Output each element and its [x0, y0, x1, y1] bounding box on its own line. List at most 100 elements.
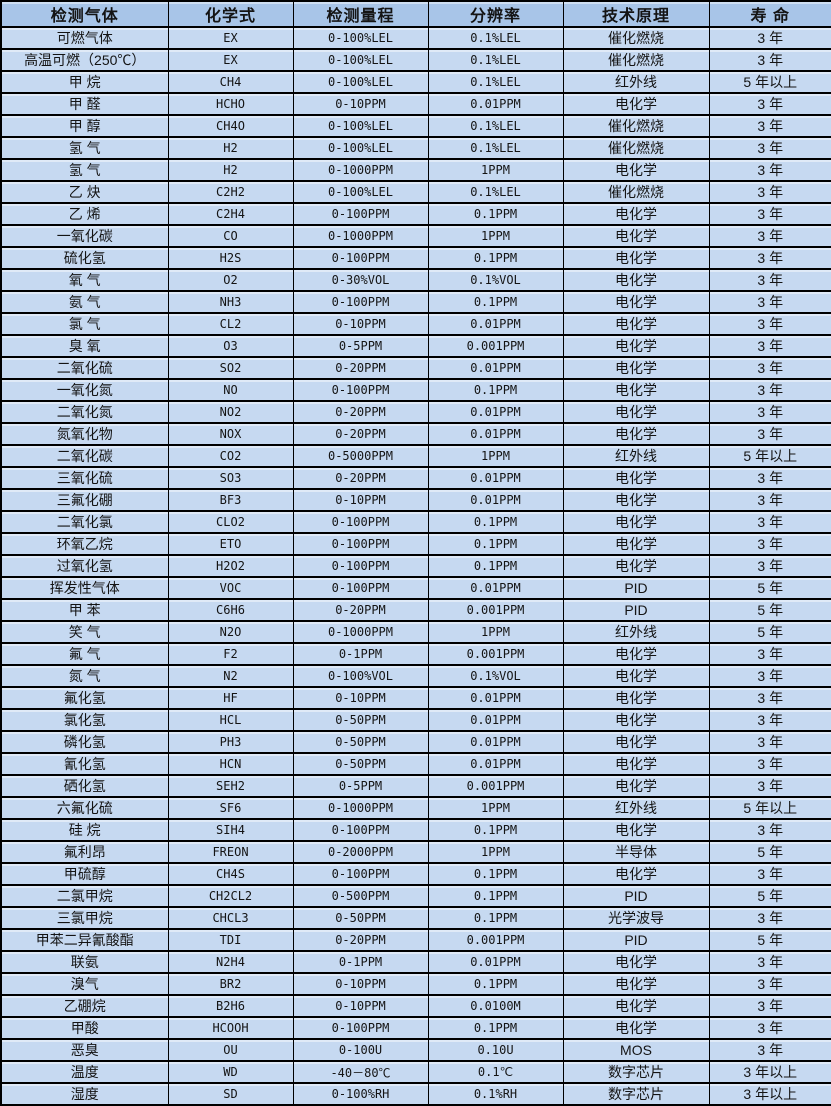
table-row: 硫化氢 H2S 0-100PPM 0.1PPM 电化学 3 年	[0, 246, 831, 270]
cell-resolution: 0.1PPM	[427, 532, 564, 556]
cell-principle: 红外线	[562, 620, 710, 644]
cell-lifespan: 3 年	[708, 356, 831, 380]
cell-resolution: 0.001PPM	[427, 334, 564, 358]
cell-gas: 一氧化氮	[0, 378, 169, 402]
cell-gas: 环氧乙烷	[0, 532, 169, 556]
cell-lifespan: 3 年	[708, 972, 831, 996]
cell-principle: 数字芯片	[562, 1060, 710, 1084]
table-row: 环氧乙烷 ETO 0-100PPM 0.1PPM 电化学 3 年	[0, 532, 831, 556]
table-row: 甲苯二异氰酸酯 TDI 0-20PPM 0.001PPM PID 5 年	[0, 928, 831, 952]
cell-range: 0-2000PPM	[292, 840, 429, 864]
table-row: 乙硼烷 B2H6 0-10PPM 0.0100M 电化学 3 年	[0, 994, 831, 1018]
cell-resolution: 0.10U	[427, 1038, 564, 1062]
cell-principle: 电化学	[562, 422, 710, 446]
cell-lifespan: 3 年	[708, 334, 831, 358]
cell-formula: HCN	[167, 752, 294, 776]
cell-resolution: 0.1PPM	[427, 906, 564, 930]
table-row: 硒化氢 SEH2 0-5PPM 0.001PPM 电化学 3 年	[0, 774, 831, 798]
cell-formula: C2H4	[167, 202, 294, 226]
cell-range: 0-100%LEL	[292, 48, 429, 72]
cell-gas: 甲苯二异氰酸酯	[0, 928, 169, 952]
cell-principle: PID	[562, 598, 710, 622]
cell-lifespan: 3 年	[708, 686, 831, 710]
cell-gas: 三氧化硫	[0, 466, 169, 490]
cell-resolution: 0.01PPM	[427, 950, 564, 974]
table-row: 湿度 SD 0-100%RH 0.1%RH 数字芯片 3 年以上	[0, 1082, 831, 1106]
cell-formula: VOC	[167, 576, 294, 600]
cell-gas: 一氧化碳	[0, 224, 169, 248]
cell-lifespan: 3 年	[708, 158, 831, 182]
cell-gas: 六氟化硫	[0, 796, 169, 820]
table-row: 过氧化氢 H2O2 0-100PPM 0.1PPM 电化学 3 年	[0, 554, 831, 578]
cell-formula: CL2	[167, 312, 294, 336]
cell-lifespan: 3 年	[708, 422, 831, 446]
cell-gas: 氟化氢	[0, 686, 169, 710]
cell-principle: 电化学	[562, 972, 710, 996]
cell-formula: F2	[167, 642, 294, 666]
cell-range: 0-100PPM	[292, 576, 429, 600]
table-row: 氰化氢 HCN 0-50PPM 0.01PPM 电化学 3 年	[0, 752, 831, 776]
header-resolution: 分辨率	[427, 0, 564, 28]
cell-lifespan: 3 年	[708, 224, 831, 248]
cell-range: 0-10PPM	[292, 92, 429, 116]
cell-gas: 氢 气	[0, 158, 169, 182]
cell-lifespan: 5 年	[708, 598, 831, 622]
table-row: 联氨 N2H4 0-1PPM 0.01PPM 电化学 3 年	[0, 950, 831, 974]
cell-lifespan: 3 年	[708, 752, 831, 776]
cell-principle: 红外线	[562, 444, 710, 468]
table-row: 挥发性气体 VOC 0-100PPM 0.01PPM PID 5 年	[0, 576, 831, 600]
cell-principle: 电化学	[562, 642, 710, 666]
table-row: 氟化氢 HF 0-10PPM 0.01PPM 电化学 3 年	[0, 686, 831, 710]
cell-gas: 氢 气	[0, 136, 169, 160]
cell-lifespan: 3 年	[708, 818, 831, 842]
cell-principle: 催化燃烧	[562, 26, 710, 50]
cell-range: 0-5000PPM	[292, 444, 429, 468]
cell-principle: 电化学	[562, 334, 710, 358]
cell-resolution: 1PPM	[427, 444, 564, 468]
cell-formula: H2	[167, 136, 294, 160]
cell-resolution: 0.01PPM	[427, 488, 564, 512]
cell-gas: 氯 气	[0, 312, 169, 336]
cell-resolution: 0.1%LEL	[427, 48, 564, 72]
cell-formula: CHCL3	[167, 906, 294, 930]
cell-range: 0-100%LEL	[292, 136, 429, 160]
table-header: 检测气体 化学式 检测量程 分辨率 技术原理 寿 命	[0, 0, 831, 28]
cell-principle: 电化学	[562, 950, 710, 974]
cell-range: 0-1PPM	[292, 642, 429, 666]
cell-formula: BF3	[167, 488, 294, 512]
cell-resolution: 0.1%VOL	[427, 268, 564, 292]
cell-resolution: 0.01PPM	[427, 466, 564, 490]
cell-formula: HCL	[167, 708, 294, 732]
header-lifespan: 寿 命	[708, 0, 831, 28]
cell-principle: 催化燃烧	[562, 48, 710, 72]
cell-range: 0-1PPM	[292, 950, 429, 974]
cell-gas: 过氧化氢	[0, 554, 169, 578]
table-row: 甲硫醇 CH4S 0-100PPM 0.1PPM 电化学 3 年	[0, 862, 831, 886]
cell-resolution: 0.01PPM	[427, 686, 564, 710]
cell-lifespan: 3 年	[708, 268, 831, 292]
cell-principle: 电化学	[562, 686, 710, 710]
table-row: 甲 苯 C6H6 0-20PPM 0.001PPM PID 5 年	[0, 598, 831, 622]
table-row: 磷化氢 PH3 0-50PPM 0.01PPM 电化学 3 年	[0, 730, 831, 754]
table-row: 二氧化氯 CLO2 0-100PPM 0.1PPM 电化学 3 年	[0, 510, 831, 534]
cell-gas: 磷化氢	[0, 730, 169, 754]
cell-gas: 硅 烷	[0, 818, 169, 842]
cell-lifespan: 3 年	[708, 488, 831, 512]
cell-gas: 氮氧化物	[0, 422, 169, 446]
cell-formula: HCHO	[167, 92, 294, 116]
cell-formula: O3	[167, 334, 294, 358]
cell-lifespan: 3 年	[708, 92, 831, 116]
cell-lifespan: 3 年	[708, 730, 831, 754]
cell-resolution: 0.1PPM	[427, 378, 564, 402]
cell-gas: 乙 炔	[0, 180, 169, 204]
cell-formula: HCOOH	[167, 1016, 294, 1040]
cell-resolution: 1PPM	[427, 796, 564, 820]
cell-formula: HF	[167, 686, 294, 710]
cell-range: 0-100PPM	[292, 554, 429, 578]
cell-resolution: 1PPM	[427, 620, 564, 644]
cell-formula: H2O2	[167, 554, 294, 578]
cell-lifespan: 3 年	[708, 246, 831, 270]
cell-formula: CH4O	[167, 114, 294, 138]
cell-gas: 温度	[0, 1060, 169, 1084]
cell-range: 0-20PPM	[292, 400, 429, 424]
